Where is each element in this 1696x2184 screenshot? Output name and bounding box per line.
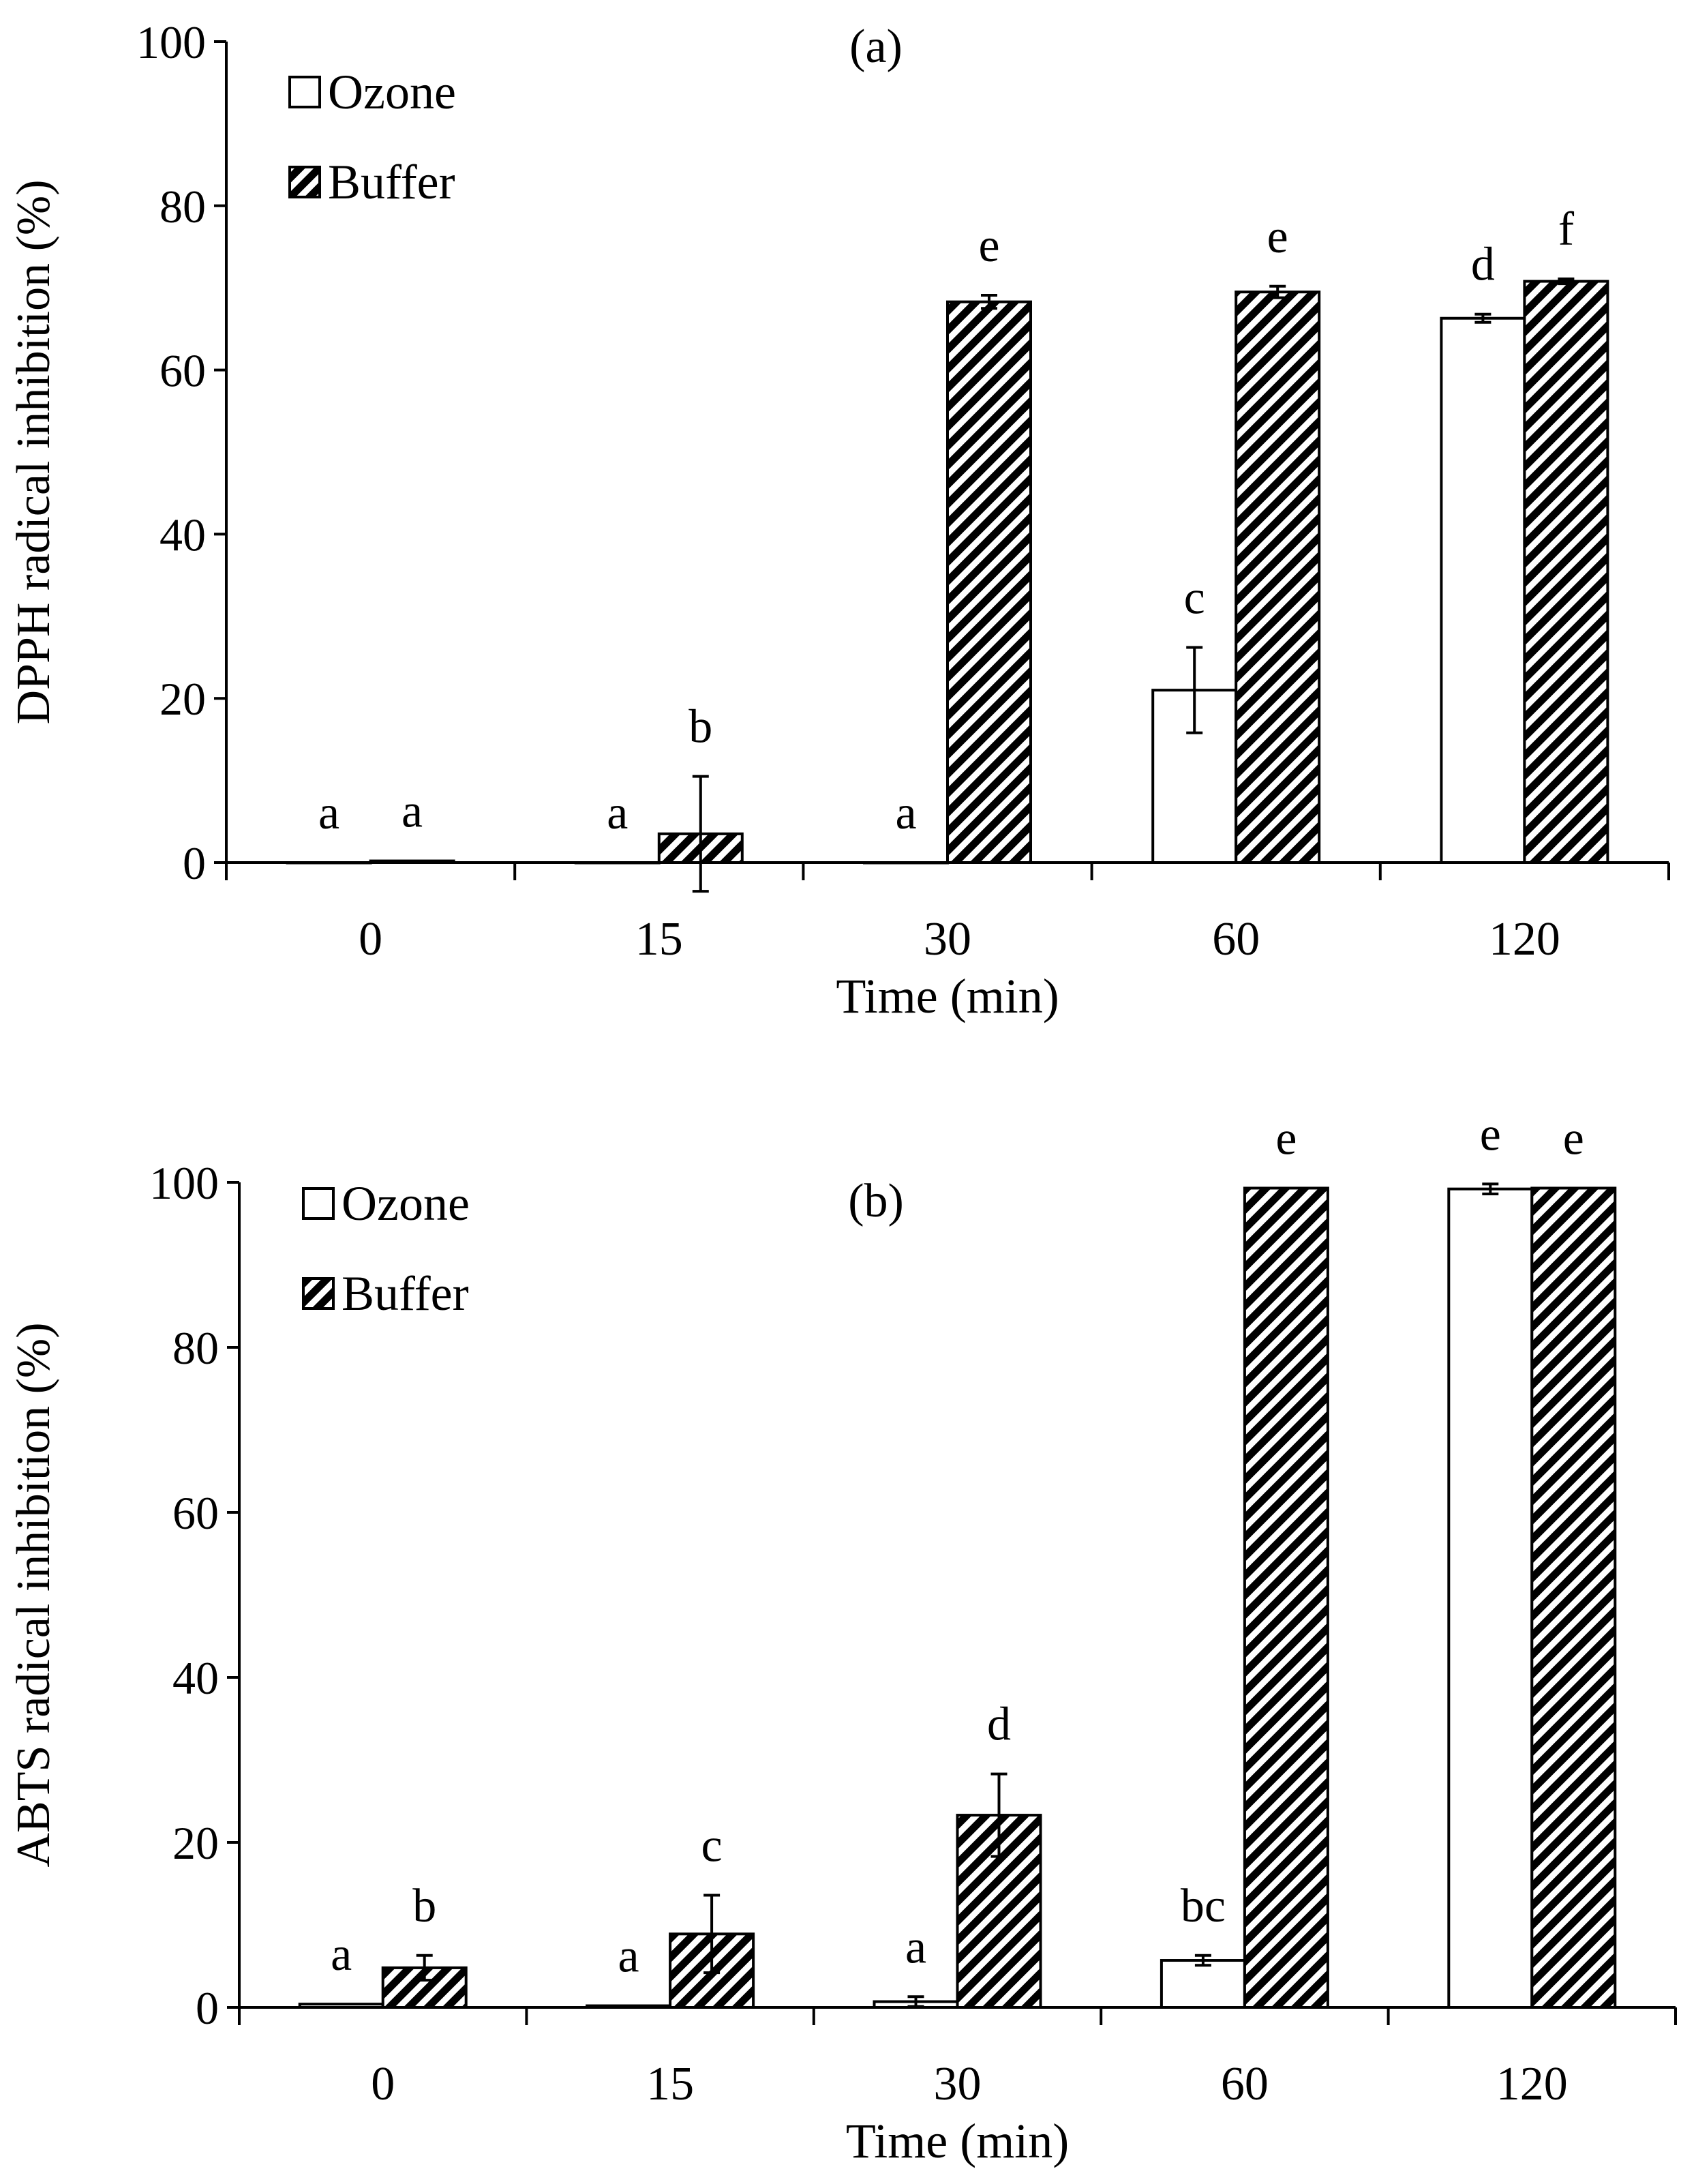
significance-letter: a <box>618 1930 639 1983</box>
significance-letter: c <box>1184 572 1205 625</box>
legend-swatch-buffer <box>288 166 321 198</box>
buffer-bar <box>369 859 455 865</box>
x-tick-label: 0 <box>359 913 382 966</box>
ozone-bar <box>298 2003 384 2009</box>
significance-letter: a <box>402 786 423 838</box>
ozone-bar <box>1447 1187 1534 2009</box>
buffer-bar <box>1523 280 1609 864</box>
legend-label: Ozone <box>328 65 456 119</box>
x-tick-label: 15 <box>635 913 683 966</box>
x-tick-label: 15 <box>646 2058 694 2110</box>
legend-label: Buffer <box>342 1266 469 1321</box>
x-tick-label: 120 <box>1489 913 1560 966</box>
buffer-bar <box>1235 290 1321 865</box>
y-tick-label: 100 <box>149 1157 219 1209</box>
x-tick-label: 120 <box>1496 2058 1568 2110</box>
x-axis-title: Time (min) <box>836 969 1059 1023</box>
y-tick-label: 0 <box>183 837 206 889</box>
y-tick-label: 80 <box>160 181 206 233</box>
ozone-bar <box>586 2004 672 2009</box>
significance-letter: b <box>688 701 712 753</box>
significance-letter: c <box>701 1819 723 1872</box>
significance-letter: d <box>1471 239 1495 291</box>
y-tick-label: 20 <box>160 673 206 725</box>
significance-letter: a <box>318 787 339 839</box>
x-tick-label: 30 <box>924 913 971 966</box>
panel-label: (b) <box>848 1175 904 1227</box>
chart-panel-a: 0 20 40 60 80 100 0 15 30 60 120 Time (min) DPPH rad… <box>7 16 1670 1023</box>
ozone-bar <box>1160 1959 1246 2009</box>
x-tick-label: 60 <box>1212 913 1260 966</box>
buffer-bar <box>1530 1186 1617 2009</box>
significance-letter: b <box>412 1880 436 1932</box>
legend-label: Ozone <box>342 1176 470 1231</box>
significance-letter: e <box>978 220 999 272</box>
y-axis-title: ABTS radical inhibition (%) <box>7 1322 60 1867</box>
y-tick-label: 20 <box>172 1817 219 1869</box>
significance-letter: f <box>1558 203 1575 256</box>
significance-letter: a <box>607 787 628 839</box>
significance-letter: bc <box>1181 1880 1226 1932</box>
significance-letter: a <box>905 1921 926 1973</box>
significance-letter: e <box>1480 1108 1501 1161</box>
significance-letter: e <box>1267 211 1288 263</box>
y-tick-label: 40 <box>172 1652 219 1704</box>
panel-label: (a) <box>849 20 903 73</box>
significance-letter: e <box>1275 1112 1297 1165</box>
y-tick-label: 60 <box>172 1487 219 1539</box>
significance-letter: a <box>331 1928 352 1981</box>
y-axis-title: DPPH radical inhibition (%) <box>7 179 60 724</box>
x-tick-label: 30 <box>934 2058 982 2110</box>
significance-letter: a <box>895 787 916 839</box>
chart-panel-b: 0 20 40 60 80 100 0 15 30 60 120 Time (min) ABTS rad… <box>7 1108 1677 2168</box>
legend-swatch-ozone <box>288 76 321 108</box>
significance-letter: d <box>987 1699 1011 1751</box>
y-tick-label: 0 <box>196 1982 219 2034</box>
legend-swatch-buffer <box>302 1277 335 1310</box>
buffer-bar <box>946 300 1032 864</box>
x-axis-title: Time (min) <box>846 2114 1069 2168</box>
buffer-bar <box>1243 1186 1329 2009</box>
y-tick-label: 100 <box>136 16 206 68</box>
x-tick-label: 0 <box>371 2058 395 2110</box>
x-tick-label: 60 <box>1221 2058 1269 2110</box>
legend-label: Buffer <box>328 155 455 209</box>
significance-letter: e <box>1563 1112 1584 1165</box>
legend-swatch-ozone <box>302 1187 335 1220</box>
ozone-bar <box>1440 316 1526 864</box>
y-tick-label: 60 <box>160 345 206 397</box>
y-tick-label: 40 <box>160 509 206 560</box>
y-tick-label: 80 <box>172 1322 219 1374</box>
